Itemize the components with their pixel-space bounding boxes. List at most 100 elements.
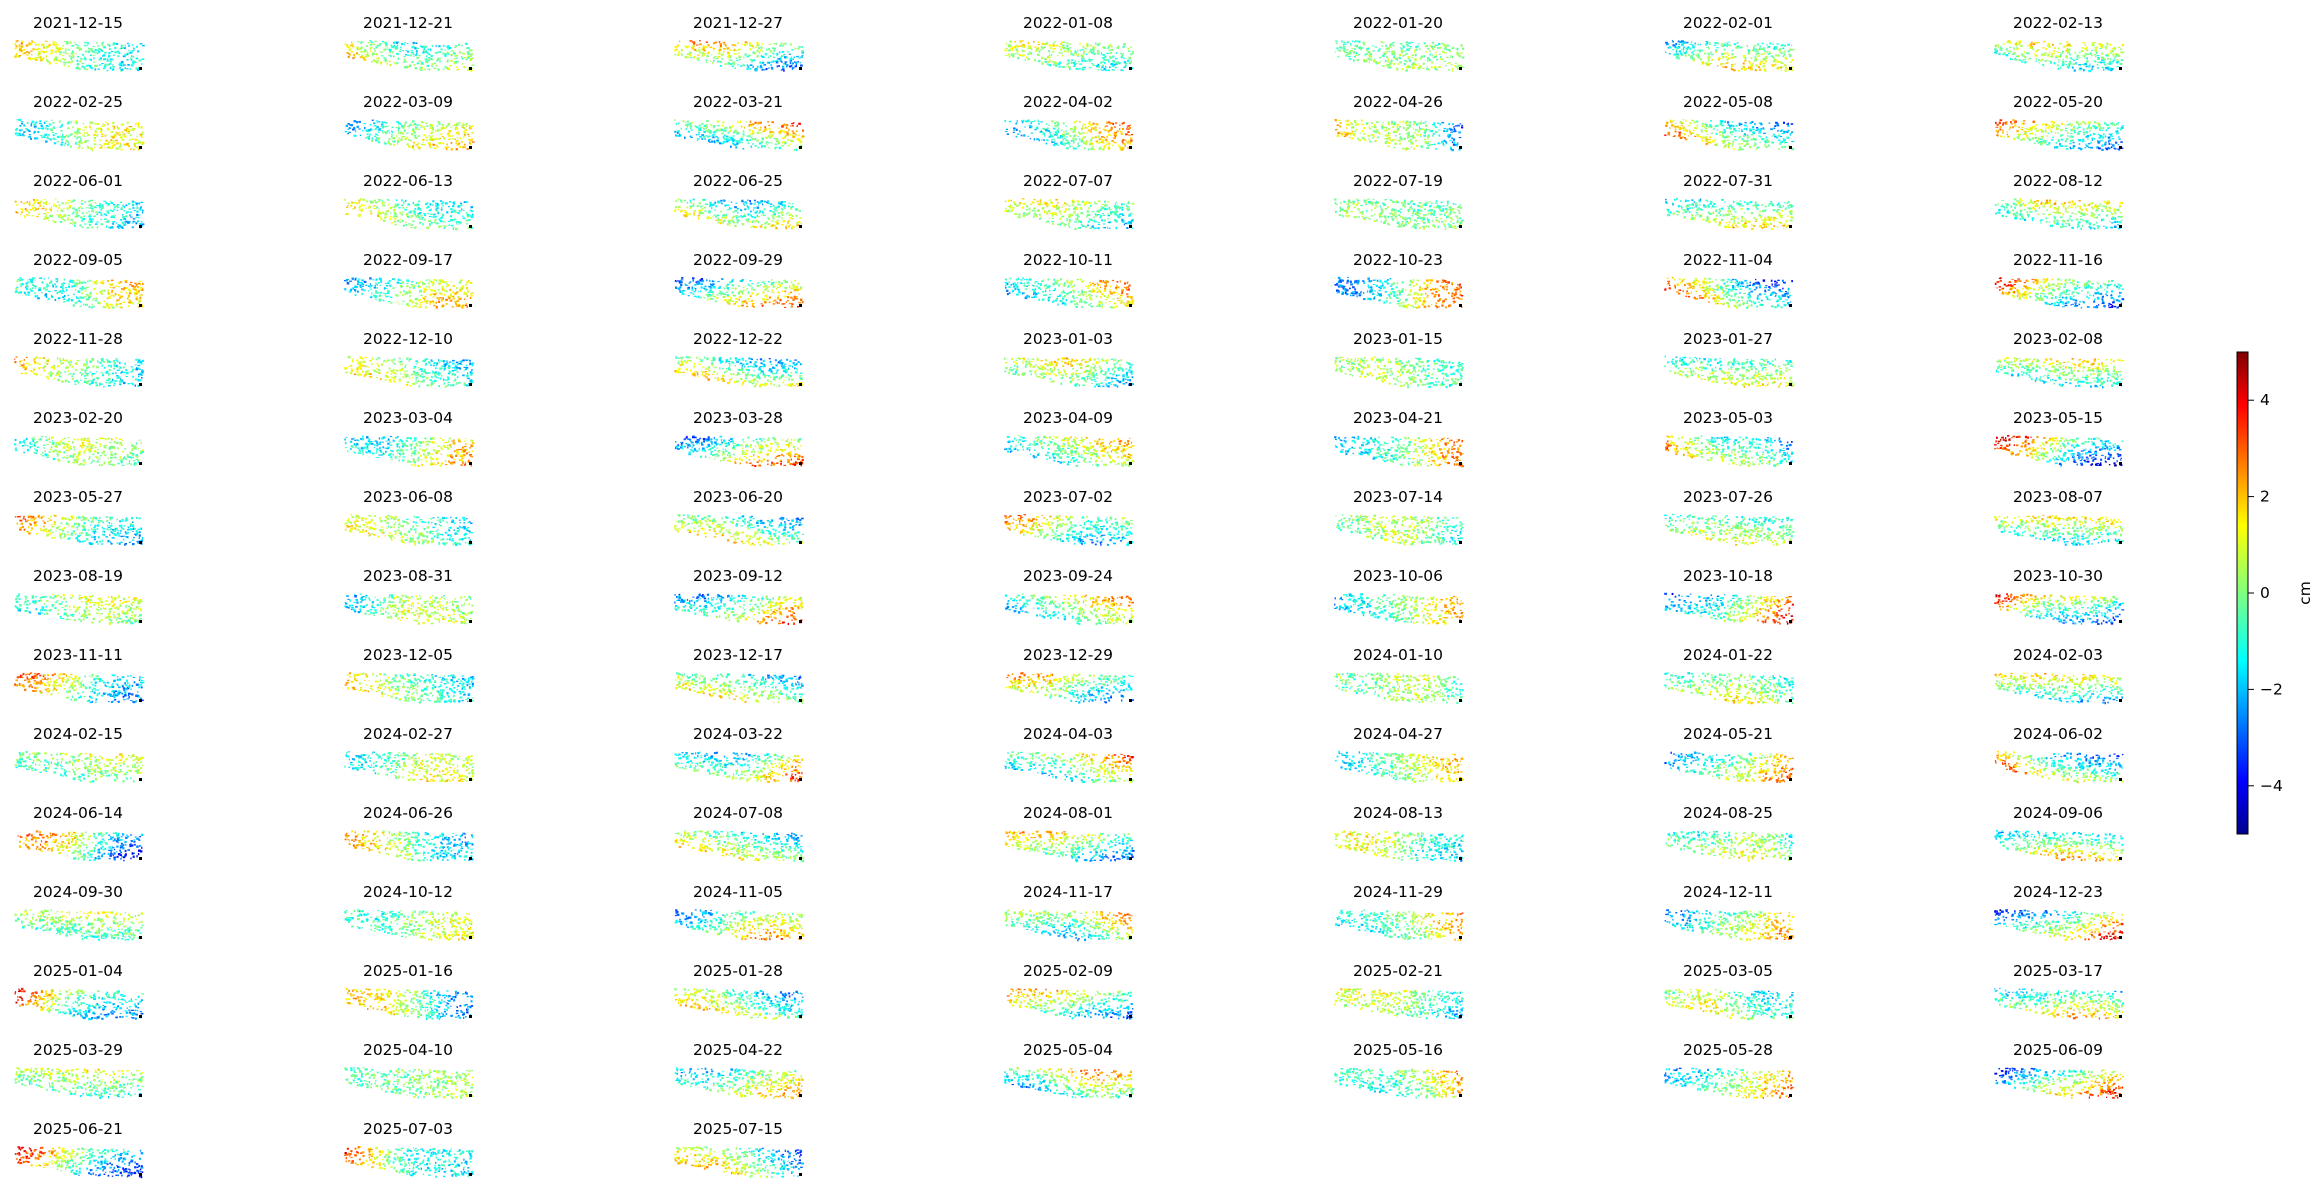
reference-point [799, 778, 802, 781]
panel-title: 2024-12-23 [2013, 883, 2103, 901]
displacement-map [1334, 988, 1464, 1020]
panel-title: 2023-01-15 [1353, 330, 1443, 348]
map-panel: 2022-04-26 [1334, 93, 1464, 152]
reference-point [1789, 1094, 1792, 1097]
reference-point [799, 699, 802, 702]
displacement-map [1994, 987, 2125, 1020]
panel-title: 2025-03-29 [33, 1041, 123, 1059]
map-panel: 2023-08-07 [1994, 488, 2125, 546]
reference-point [799, 462, 802, 465]
reference-point [2119, 857, 2122, 860]
map-panel: 2022-02-13 [1994, 14, 2125, 73]
panel-title: 2023-10-18 [1683, 567, 1773, 585]
displacement-map [1335, 514, 1464, 546]
reference-point [1789, 620, 1792, 623]
reference-point [469, 936, 472, 939]
reference-point [1129, 462, 1132, 465]
reference-point [469, 1094, 472, 1097]
reference-point [139, 1173, 142, 1176]
map-panel: 2023-05-15 [1994, 409, 2124, 467]
colorbar: 4 2 0 −2 −4 cm [2236, 351, 2314, 835]
map-panel: 2024-05-21 [1664, 725, 1794, 783]
panel-title: 2022-04-02 [1023, 93, 1113, 111]
map-panel: 2022-11-04 [1664, 251, 1793, 309]
displacement-map [14, 514, 144, 546]
displacement-map [14, 1146, 144, 1179]
displacement-map [1994, 277, 2125, 309]
reference-point [799, 383, 802, 386]
reference-point [139, 936, 142, 939]
map-panel: 2023-03-28 [674, 409, 804, 467]
displacement-map [674, 830, 805, 863]
map-panel: 2024-02-27 [344, 725, 475, 783]
panel-title: 2022-09-17 [363, 251, 453, 269]
map-panel: 2022-05-20 [1995, 93, 2125, 151]
panel-title: 2024-02-27 [363, 725, 453, 743]
map-panel: 2022-02-01 [1665, 14, 1795, 72]
map-panel: 2025-03-29 [14, 1041, 144, 1099]
panel-title: 2024-05-21 [1683, 725, 1773, 743]
panel-title: 2022-09-29 [693, 251, 783, 269]
map-panel: 2023-10-30 [1994, 567, 2125, 625]
displacement-map [1004, 830, 1135, 863]
reference-point [1789, 778, 1792, 781]
reference-point [799, 146, 802, 149]
reference-point [1459, 304, 1462, 307]
displacement-map [674, 1067, 804, 1100]
displacement-map [1334, 276, 1464, 309]
displacement-map [14, 909, 144, 941]
reference-point [139, 462, 142, 465]
displacement-map [14, 118, 145, 152]
reference-point [1459, 1015, 1462, 1018]
reference-point [1789, 1015, 1792, 1018]
map-panel: 2023-07-14 [1335, 488, 1464, 546]
panel-title: 2024-06-02 [2013, 725, 2103, 743]
displacement-map [1335, 909, 1464, 942]
reference-point [1129, 304, 1132, 307]
displacement-map [345, 987, 474, 1021]
panel-title: 2024-11-17 [1023, 883, 1113, 901]
panel-title: 2023-11-11 [33, 646, 123, 664]
reference-point [1789, 857, 1792, 860]
panel-title: 2024-08-25 [1683, 804, 1773, 822]
panel-title: 2025-02-09 [1023, 962, 1113, 980]
displacement-map [344, 908, 475, 941]
map-panel: 2022-12-22 [674, 330, 803, 388]
colorbar-ticks: 4 2 0 −2 −4 [2248, 391, 2283, 795]
panel-title: 2023-07-14 [1353, 488, 1443, 506]
displacement-map [1664, 1067, 1794, 1099]
displacement-map [1334, 593, 1464, 625]
displacement-map [17, 830, 144, 862]
panel-title: 2022-02-13 [2013, 14, 2103, 32]
reference-point [1129, 778, 1132, 781]
reference-point [469, 1173, 472, 1176]
reference-point [2119, 620, 2122, 623]
map-panel: 2021-12-27 [674, 14, 805, 72]
panel-title: 2024-09-30 [33, 883, 123, 901]
displacement-map [1334, 435, 1464, 468]
reference-point [2119, 67, 2122, 70]
map-panel: 2023-12-05 [344, 646, 475, 704]
displacement-map [1664, 276, 1793, 309]
displacement-map [14, 435, 144, 467]
displacement-map [674, 987, 804, 1020]
panel-title: 2023-01-03 [1023, 330, 1113, 348]
map-panel: 2024-11-17 [1004, 883, 1133, 942]
panel-title: 2025-03-17 [2013, 962, 2103, 980]
panel-title: 2022-11-16 [2013, 251, 2103, 269]
map-panel: 2022-07-07 [1004, 172, 1135, 231]
panel-title: 2025-05-16 [1353, 1041, 1443, 1059]
map-panel: 2024-08-25 [1665, 804, 1794, 862]
reference-point [799, 225, 802, 228]
map-panel: 2023-10-06 [1334, 567, 1464, 625]
panel-title: 2022-08-12 [2013, 172, 2103, 190]
reference-point [1459, 67, 1462, 70]
panel-title: 2025-07-03 [363, 1120, 453, 1138]
map-panel: 2021-12-15 [14, 14, 145, 72]
reference-point [469, 857, 472, 860]
map-panel: 2024-09-06 [1994, 804, 2124, 862]
map-panel: 2024-03-22 [674, 725, 804, 783]
map-panel: 2022-07-31 [1665, 172, 1794, 230]
reference-point [1459, 541, 1462, 544]
reference-point [469, 225, 472, 228]
